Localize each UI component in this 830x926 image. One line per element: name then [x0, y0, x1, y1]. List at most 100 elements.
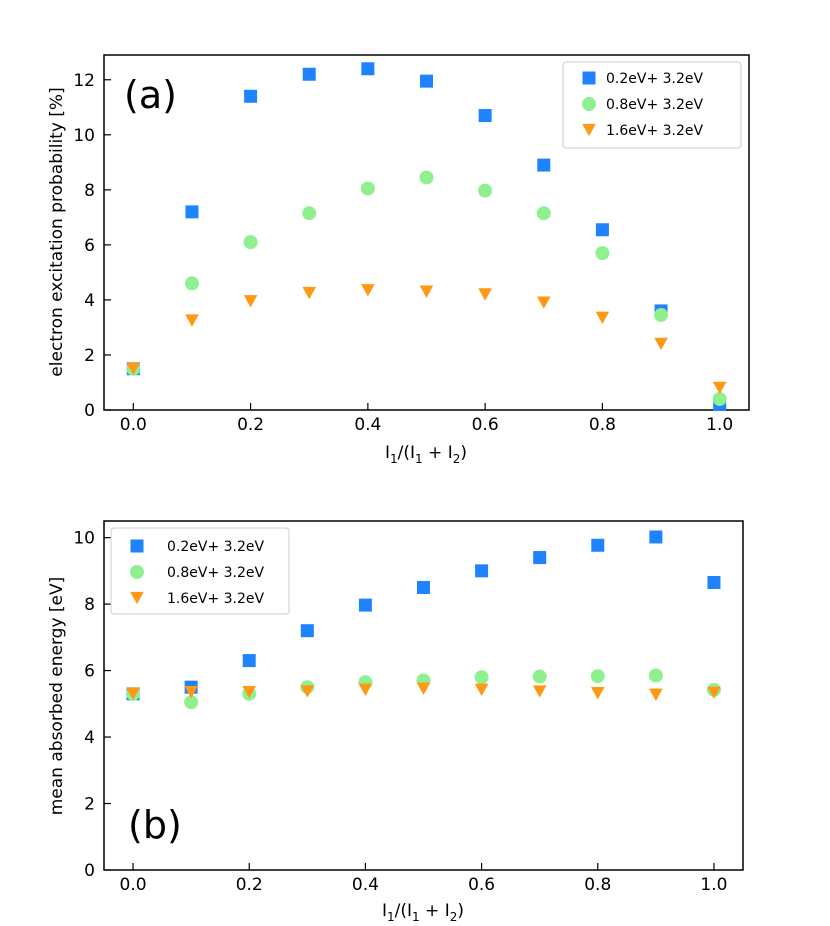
y-tick-label: 2 — [84, 346, 95, 366]
square-point — [361, 62, 375, 76]
panel-a-frame — [103, 54, 750, 411]
y-tick-label: 10 — [73, 529, 95, 549]
triangle-down-point — [184, 686, 198, 699]
square-point — [537, 158, 551, 172]
square-point — [533, 551, 547, 565]
y-tick-label: 6 — [84, 236, 95, 256]
legend-square-marker — [130, 539, 144, 553]
x-label-sub: 1 — [390, 452, 398, 466]
circle-point — [302, 206, 317, 221]
legend-box — [562, 61, 742, 149]
triangle-down-point — [478, 288, 492, 301]
triangle-down-point — [654, 337, 668, 351]
x-label-mid: /(I — [395, 901, 412, 921]
panel-b-label: (b) — [128, 803, 182, 847]
square-point — [649, 530, 663, 544]
x-label-i: I — [385, 443, 390, 463]
triangle-down-point — [302, 286, 317, 300]
circle-point — [712, 391, 727, 406]
circle-point — [419, 170, 434, 185]
triangle-down-point — [474, 683, 489, 697]
x-label-mid: /(I — [398, 443, 415, 463]
square-point — [478, 109, 492, 123]
legend-box — [110, 527, 290, 615]
y-tick-label: 10 — [73, 126, 95, 146]
circle-point — [184, 695, 199, 710]
x-label-plus: + I — [420, 901, 450, 921]
y-tick-label: 8 — [84, 595, 95, 615]
x-tick-label: 0.0 — [120, 415, 147, 435]
triangle-down-point — [707, 686, 721, 700]
square-point — [417, 580, 430, 594]
x-label-sub: 1 — [412, 910, 420, 924]
triangle-down-point — [126, 687, 140, 701]
square-point — [475, 564, 489, 578]
y-tick-label: 12 — [73, 71, 95, 91]
triangle-down-point — [590, 686, 605, 700]
legend-entry-label: 1.6eV+ 3.2eV — [606, 123, 704, 139]
square-point — [244, 89, 258, 103]
triangle-down-point — [242, 686, 257, 699]
triangle-down-point — [416, 682, 431, 696]
x-label-i: I — [382, 901, 387, 921]
circle-point — [532, 669, 547, 684]
square-point — [420, 74, 433, 88]
legend-circle-marker — [582, 97, 596, 111]
y-tick-label: 0 — [84, 401, 95, 421]
circle-point — [243, 235, 258, 250]
panel-b-ticks: 0.0 0.2 0.4 0.6 0.8 1.0 0 2 4 6 8 10 — [73, 529, 727, 895]
x-tick-label: 1.0 — [706, 415, 733, 435]
triangle-down-point — [126, 362, 141, 375]
x-tick-label: 0.8 — [589, 415, 616, 435]
x-tick-label: 1.0 — [700, 875, 727, 895]
panel-a-y-axis-label: electron excitation probability [%] — [47, 87, 67, 376]
x-label-end: ) — [460, 443, 467, 463]
x-tick-label: 0.0 — [120, 875, 147, 895]
legend-entry-label: 0.8eV+ 3.2eV — [167, 565, 265, 581]
triangle-down-point — [361, 284, 375, 297]
x-label-sub: 2 — [453, 452, 461, 466]
legend-triangle-down-marker — [582, 123, 596, 137]
legend-circle-marker — [130, 565, 144, 579]
legend-entry-label: 0.2eV+ 3.2eV — [606, 71, 704, 87]
panel-b-frame — [103, 520, 744, 871]
panel-b-y-axis-label: mean absorbed energy [eV] — [47, 577, 67, 816]
circle-point — [590, 669, 605, 684]
y-tick-label: 0 — [84, 861, 95, 881]
x-label-sub: 1 — [387, 910, 395, 924]
y-tick-label: 6 — [84, 662, 95, 682]
circle-point — [360, 181, 375, 196]
y-tick-label: 2 — [84, 795, 95, 815]
circle-point — [478, 183, 493, 198]
square-point — [242, 654, 256, 668]
x-tick-label: 0.4 — [354, 415, 381, 435]
legend-entry-label: 1.6eV+ 3.2eV — [167, 591, 265, 607]
panel-a-legend: 0.2eV+ 3.2eV 0.8eV+ 3.2eV 1.6eV+ 3.2eV — [562, 61, 742, 149]
x-tick-label: 0.6 — [472, 415, 499, 435]
panel-b-x-axis-label: I1/(I1 + I2) — [382, 901, 464, 924]
panel-a-x-axis-label: I1/(I1 + I2) — [385, 443, 467, 466]
panel-a-data-points — [126, 62, 727, 411]
circle-point — [648, 668, 663, 683]
panel-b: 0.0 0.2 0.4 0.6 0.8 1.0 0 2 4 6 8 10 (b) mean absor… — [47, 520, 744, 924]
legend-triangle-down-marker — [130, 591, 144, 605]
x-label-sub: 2 — [450, 910, 458, 924]
legend-entry-label: 0.8eV+ 3.2eV — [606, 97, 704, 113]
triangle-down-point — [595, 311, 610, 324]
panel-a-ticks: 0.0 0.2 0.4 0.6 0.8 1.0 0 2 4 6 8 10 12 — [73, 71, 733, 435]
panel-a-label: (a) — [124, 73, 177, 117]
triangle-down-point — [532, 685, 547, 698]
x-tick-label: 0.2 — [236, 875, 263, 895]
triangle-down-point — [300, 685, 315, 698]
square-point — [185, 205, 199, 219]
circle-point — [595, 246, 610, 261]
legend-entry-label: 0.2eV+ 3.2eV — [167, 539, 265, 555]
square-point — [300, 624, 314, 638]
triangle-down-point — [358, 683, 373, 697]
square-point — [595, 223, 609, 237]
square-point — [707, 575, 721, 589]
triangle-down-point — [649, 688, 663, 702]
x-label-end: ) — [457, 901, 464, 921]
